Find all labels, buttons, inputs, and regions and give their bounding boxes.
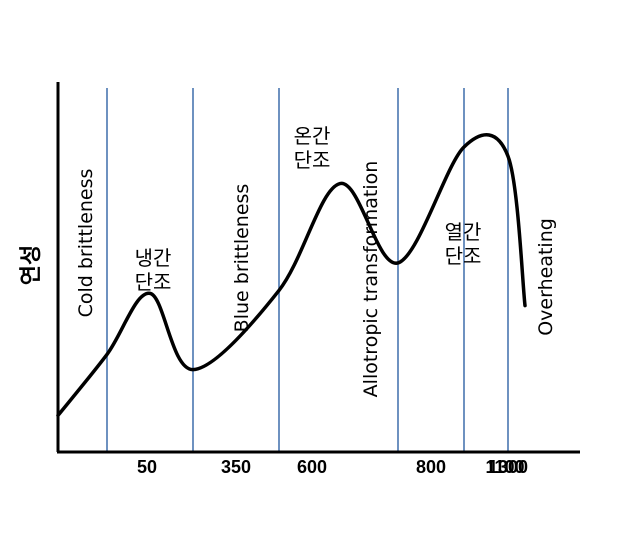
x-tick-label: 350 — [221, 457, 251, 477]
region-label: Cold brittleness — [75, 169, 97, 318]
region-label: Blue brittleness — [231, 184, 253, 333]
region-label: 냉간 단조 — [135, 246, 172, 294]
x-tick-label: 600 — [297, 457, 327, 477]
x-tick-label: 800 — [416, 457, 446, 477]
region-label: 온간 단조 — [294, 124, 331, 172]
x-tick-label: 1100 — [485, 457, 524, 477]
region-label: Overheating — [535, 218, 557, 336]
x-tick-label: 1300 — [488, 457, 528, 477]
region-label: Allotropic transformation — [360, 161, 382, 398]
ductility-curve — [56, 133, 527, 418]
x-tick-label: 50 — [137, 457, 157, 477]
y-axis-label: 연성 — [19, 245, 44, 285]
region-labels: Cold brittleness 냉간 단조 Blue brittleness 온간 단조… — [75, 124, 557, 397]
region-label: 열간 단조 — [445, 220, 482, 268]
